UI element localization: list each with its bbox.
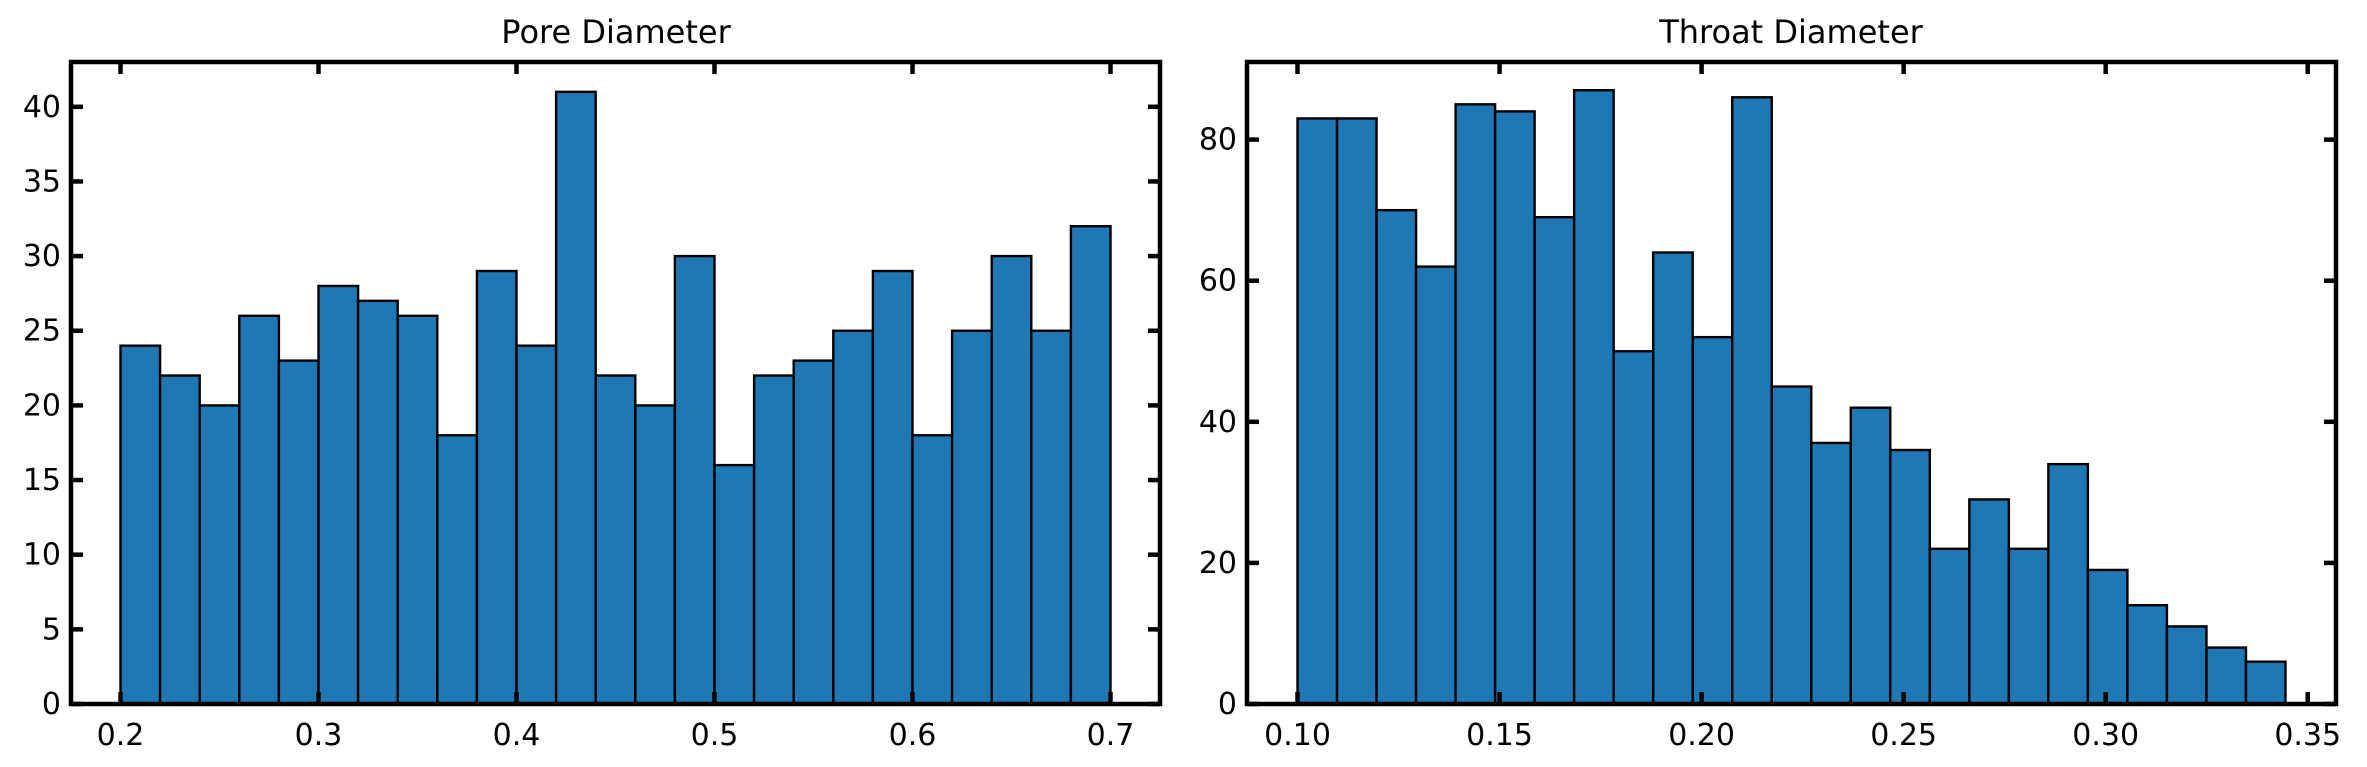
right-histogram-bar	[2126, 604, 2169, 706]
right-x-tick-label: 0.15	[1466, 718, 1533, 753]
left-histogram-bar	[1069, 225, 1112, 706]
left-histogram-bar	[752, 374, 795, 706]
left-histogram-bar	[911, 434, 954, 706]
right-histogram-bar	[1849, 406, 1892, 706]
left-histogram-bar	[317, 284, 360, 706]
right-y-tick-label: 80	[1199, 123, 1237, 158]
left-histogram-bar	[792, 359, 835, 706]
left-histogram-bar	[554, 90, 597, 706]
left-x-tick-label: 0.7	[1087, 718, 1135, 753]
right-histogram-bar	[2007, 547, 2050, 706]
left-y-tick-label: 5	[42, 612, 61, 647]
left-histogram: 0.2 0.3 0.4 0.5 0.6 0.7 0 5 10 15 20 25 30 35 40	[23, 59, 1163, 753]
left-histogram-bar	[990, 254, 1033, 706]
right-histogram-bar	[2086, 568, 2129, 706]
left-y-tick-label: 40	[23, 90, 61, 125]
left-y-tick-label: 15	[23, 463, 61, 498]
left-y-tick-label: 25	[23, 314, 61, 349]
left-y-tick-label: 0	[42, 687, 61, 722]
right-histogram-bar	[1770, 385, 1813, 706]
right-histogram-bar	[1731, 96, 1773, 706]
right-histogram-bar	[1651, 251, 1694, 706]
right-x-tick-label: 0.30	[2072, 718, 2139, 753]
left-histogram-bar	[436, 434, 479, 706]
left-histogram-bar	[277, 359, 320, 706]
right-histogram-bar	[1414, 265, 1457, 706]
left-x-tick-label: 0.3	[295, 718, 343, 753]
right-histogram-bar	[2205, 646, 2248, 706]
left-histogram-bar	[594, 374, 637, 706]
right-histogram-bar	[1335, 117, 1378, 706]
right-histogram-bar	[1889, 448, 1932, 706]
right-y-tick-label: 20	[1199, 546, 1237, 581]
right-chart-title: Throat Diameter	[1658, 13, 1923, 51]
left-y-tick-label: 20	[23, 388, 61, 423]
right-y-tick-label: 60	[1199, 264, 1237, 299]
right-histogram: 0.10 0.15 0.20 0.25 0.30 0.35 0 20 40 60 80	[1199, 59, 2341, 753]
right-histogram-bar	[1493, 110, 1536, 706]
left-histogram-bar	[119, 344, 162, 706]
left-histogram-bar	[238, 314, 281, 706]
right-histogram-bar	[1612, 350, 1655, 706]
left-histogram-bar	[475, 269, 518, 706]
right-histogram-bar	[1296, 117, 1339, 706]
left-plot-frame	[68, 59, 1163, 707]
left-histogram-bar	[396, 314, 439, 706]
right-x-tick-label: 0.35	[2274, 718, 2341, 753]
right-y-tick-label: 40	[1199, 405, 1237, 440]
right-y-tick-label: 0	[1218, 687, 1237, 722]
right-histogram-bar	[1572, 89, 1615, 706]
left-histogram-bar	[950, 329, 993, 706]
right-histogram-bar	[1691, 335, 1734, 706]
right-histogram-bar	[2165, 625, 2208, 706]
left-histogram-bar	[198, 404, 241, 706]
left-histogram-bar	[832, 329, 875, 706]
right-x-tick-label: 0.20	[1668, 718, 1735, 753]
left-histogram-bar	[673, 254, 716, 706]
right-x-tick-label: 0.25	[1870, 718, 1937, 753]
right-histogram-bar	[2047, 462, 2090, 706]
left-histogram-bar	[634, 404, 677, 706]
left-histogram-bar	[1030, 329, 1073, 706]
right-histogram-bar	[1454, 103, 1497, 706]
right-histogram-bar	[2244, 660, 2287, 706]
right-histogram-bar	[1968, 498, 2011, 706]
left-x-tick-label: 0.2	[97, 718, 145, 753]
right-x-tick-label: 0.10	[1264, 718, 1331, 753]
left-histogram-bar	[356, 299, 399, 706]
left-histogram-bar	[158, 374, 201, 706]
right-histogram-bar	[1533, 216, 1576, 706]
left-x-tick-label: 0.4	[493, 718, 541, 753]
right-histogram-bar	[1810, 441, 1852, 706]
right-histogram-bar	[1928, 547, 1971, 706]
left-chart-title: Pore Diameter	[501, 13, 731, 51]
left-histogram-bar	[713, 463, 756, 706]
left-x-tick-label: 0.6	[889, 718, 937, 753]
left-histogram-bar	[515, 344, 558, 706]
left-x-tick-label: 0.5	[691, 718, 739, 753]
right-histogram-bar	[1375, 208, 1418, 706]
left-y-tick-label: 30	[23, 239, 61, 274]
left-y-tick-label: 35	[23, 164, 61, 199]
right-plot-frame	[1244, 59, 2339, 707]
left-histogram-bar	[871, 269, 914, 706]
left-y-tick-label: 10	[23, 538, 61, 573]
